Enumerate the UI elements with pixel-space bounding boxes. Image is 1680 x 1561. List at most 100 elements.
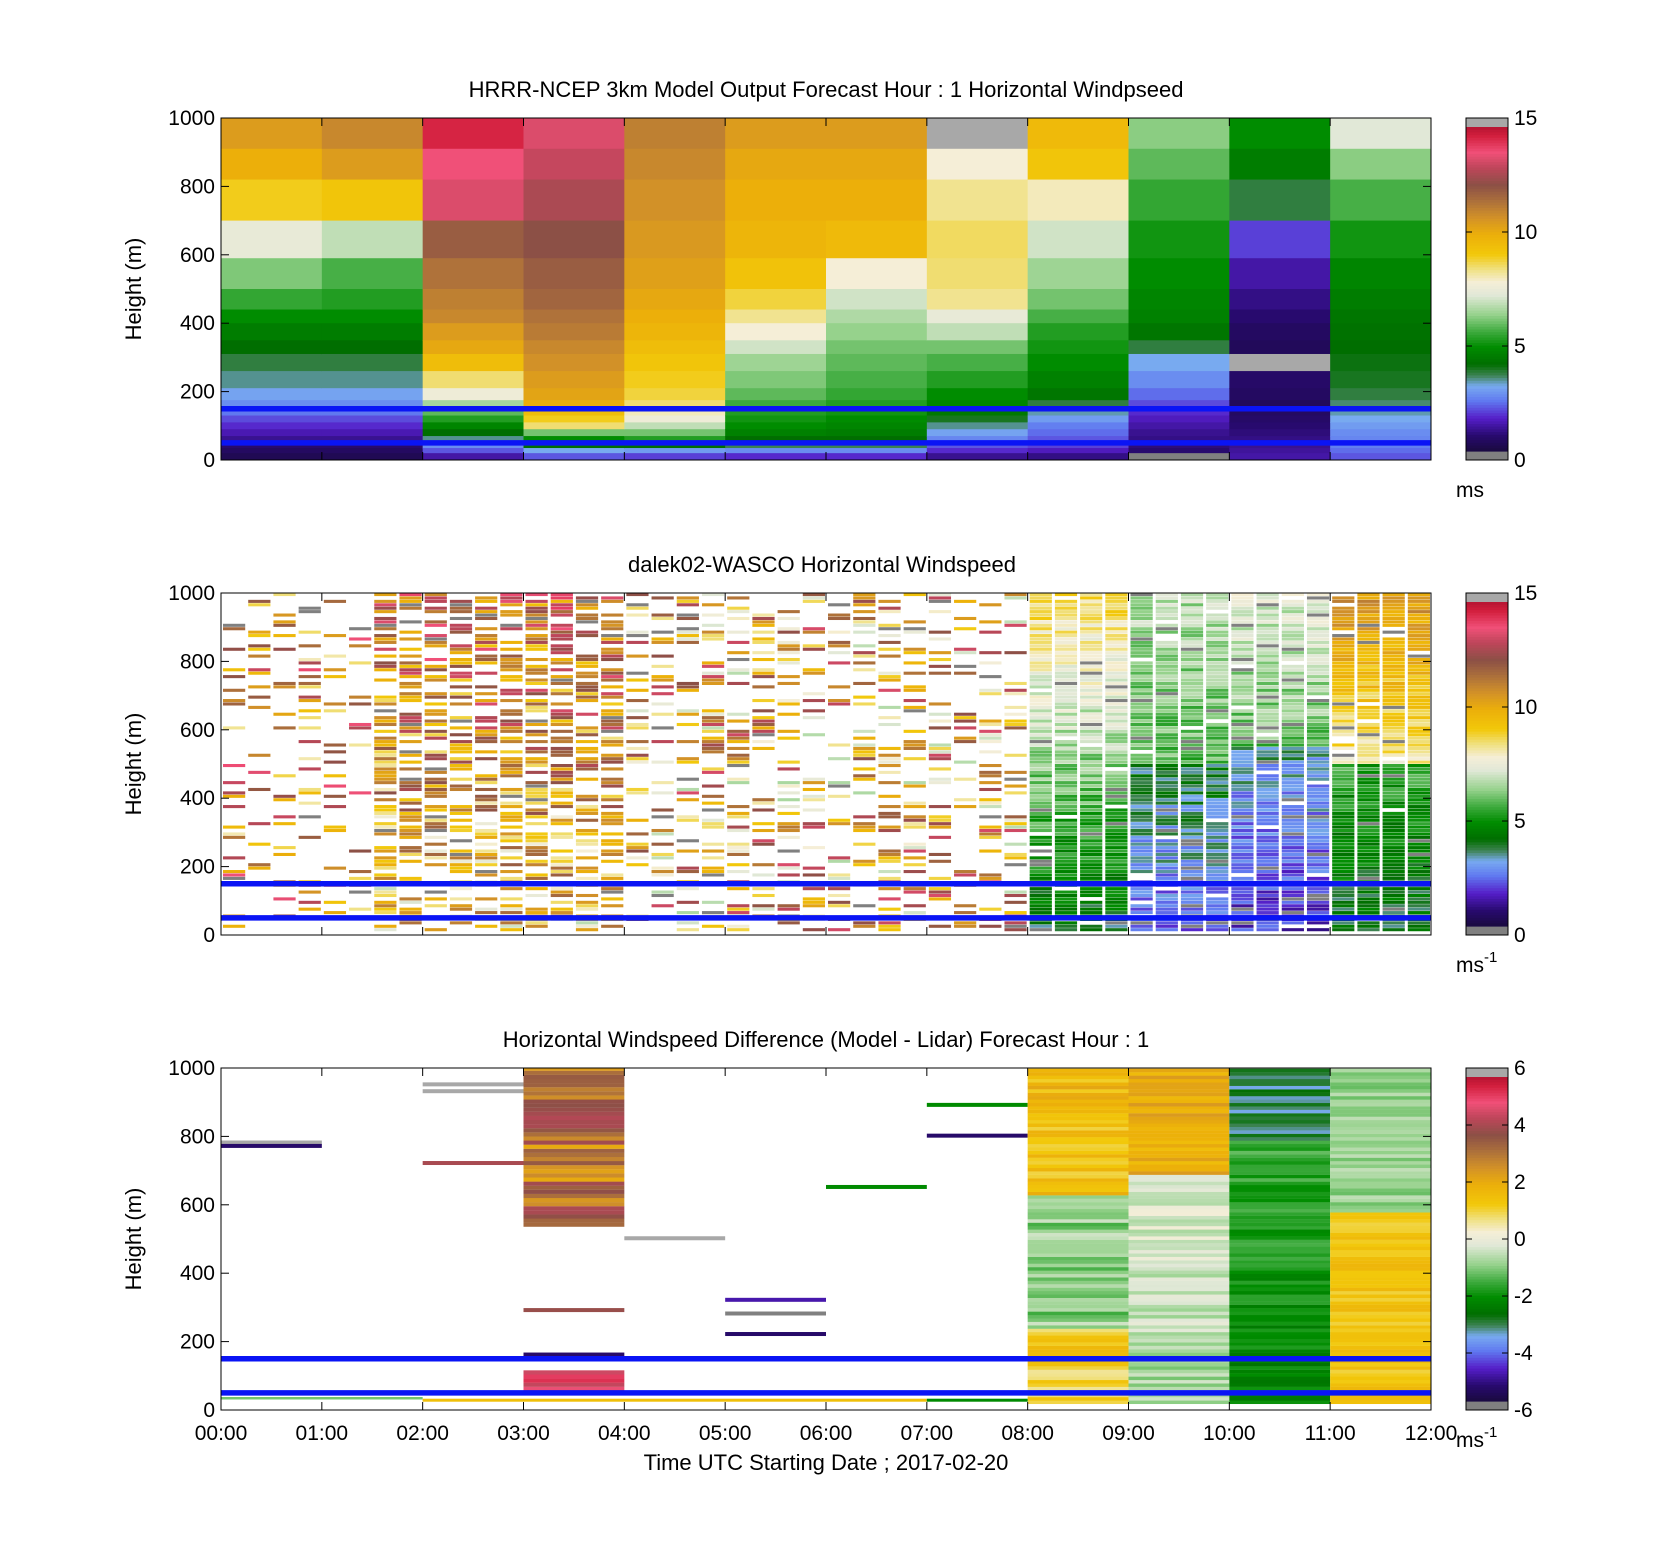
heatmap-cell: [550, 593, 573, 597]
colorbar-swatch: [1466, 289, 1508, 293]
heatmap-cell: [1128, 220, 1230, 259]
heatmap-cell: [1027, 1126, 1129, 1131]
heatmap-cell: [1407, 661, 1430, 665]
heatmap-cell: [1027, 1256, 1129, 1261]
heatmap-cell: [1105, 890, 1128, 894]
heatmap-cell: [752, 801, 775, 805]
heatmap-cell: [1155, 870, 1178, 874]
heatmap-cell: [1105, 856, 1128, 860]
colorbar-swatch: [1466, 164, 1508, 169]
heatmap-cell: [1155, 808, 1178, 812]
heatmap-cell: [1229, 1229, 1331, 1234]
heatmap-cell: [321, 309, 424, 324]
heatmap-cell: [1180, 705, 1204, 709]
heatmap-cell: [1128, 258, 1230, 290]
heatmap-cell: [828, 822, 851, 826]
heatmap-cell: [1080, 657, 1103, 662]
heatmap-cell: [374, 808, 397, 812]
heatmap-cell: [1330, 1140, 1431, 1145]
heatmap-cell: [601, 890, 624, 894]
heatmap-cell: [601, 873, 624, 877]
colorbar-swatch: [1466, 154, 1508, 158]
heatmap-cell: [1281, 911, 1304, 915]
heatmap-cell: [1128, 353, 1230, 372]
heatmap-cell: [475, 794, 498, 798]
heatmap-cell: [1155, 596, 1178, 600]
heatmap-cell: [1004, 722, 1027, 727]
heatmap-cell: [752, 616, 775, 621]
colorbar-swatch: [1466, 334, 1508, 339]
heatmap-cell: [651, 852, 674, 856]
heatmap-cell: [1281, 627, 1304, 631]
heatmap-cell: [1054, 705, 1078, 709]
heatmap-cell: [399, 596, 422, 600]
heatmap-cell: [1027, 1229, 1129, 1234]
heatmap-cell: [903, 825, 926, 829]
heatmap-cell: [500, 613, 523, 617]
heatmap-cell: [777, 781, 800, 785]
heatmap-cell: [1155, 893, 1178, 898]
heatmap-cell: [1382, 832, 1405, 836]
heatmap-cell: [1357, 791, 1380, 795]
heatmap-cell: [374, 866, 397, 870]
heatmap-cell: [1155, 616, 1178, 621]
heatmap-cell: [1407, 774, 1430, 778]
heatmap-cell: [1357, 596, 1380, 600]
heatmap-cell: [1004, 681, 1027, 685]
colorbar-swatch: [1466, 1085, 1508, 1089]
heatmap-cell: [1330, 1195, 1431, 1199]
heatmap-cell: [273, 774, 296, 778]
colorbar-swatch: [1466, 1293, 1508, 1297]
heatmap-cell: [321, 422, 424, 430]
heatmap-cell: [601, 716, 624, 720]
colorbar-swatch: [1466, 316, 1508, 320]
heatmap-cell: [1029, 702, 1052, 706]
heatmap-cell: [449, 805, 473, 809]
heatmap-cell: [1029, 856, 1052, 860]
heatmap-cell: [1029, 654, 1052, 658]
heatmap-cell: [1407, 849, 1430, 853]
heatmap-cell: [1080, 774, 1103, 778]
heatmap-cell: [928, 876, 952, 880]
heatmap-cell: [500, 599, 523, 603]
heatmap-cell: [1256, 664, 1279, 668]
heatmap-cell: [1332, 900, 1355, 904]
heatmap-cell: [1330, 1366, 1431, 1370]
heatmap-cell: [523, 1152, 625, 1158]
heatmap-cell: [752, 620, 775, 624]
colorbar-tick-label: -4: [1514, 1342, 1533, 1365]
heatmap-cell: [1054, 798, 1078, 802]
heatmap-cell: [1105, 685, 1128, 689]
heatmap-cell: [1130, 904, 1153, 908]
colorbar-swatch: [1466, 1163, 1508, 1167]
heatmap-cell: [601, 743, 624, 747]
heatmap-cell: [523, 415, 625, 423]
heatmap-cell: [374, 904, 397, 908]
heatmap-cell: [1027, 1280, 1129, 1285]
heatmap-cell: [1306, 603, 1330, 607]
colorbar-tick-label: 4: [1514, 1114, 1526, 1137]
heatmap-cell: [575, 620, 599, 624]
heatmap-cell: [853, 743, 876, 747]
heatmap-cell: [475, 654, 498, 658]
heatmap-cell: [550, 791, 573, 795]
heatmap-cell: [928, 805, 952, 809]
heatmap-cell: [1027, 453, 1130, 460]
heatmap-cell: [1105, 801, 1128, 805]
heatmap-cell: [399, 630, 422, 634]
heatmap-cell: [1306, 593, 1330, 597]
heatmap-cell: [1330, 1325, 1431, 1329]
heatmap-cell: [1155, 764, 1178, 768]
heatmap-cell: [399, 897, 422, 901]
heatmap-cell: [1027, 1191, 1129, 1196]
heatmap-cell: [1130, 897, 1153, 901]
colorbar-swatch: [1466, 1141, 1508, 1146]
heatmap-cell: [1357, 654, 1380, 658]
heatmap-cell: [1180, 770, 1204, 774]
heatmap-cell: [1130, 623, 1153, 627]
heatmap-cell: [651, 685, 674, 689]
colorbar-swatch: [1466, 1263, 1508, 1267]
heatmap-cell: [525, 863, 548, 867]
heatmap-cell: [624, 179, 726, 222]
heatmap-cell: [424, 818, 447, 822]
